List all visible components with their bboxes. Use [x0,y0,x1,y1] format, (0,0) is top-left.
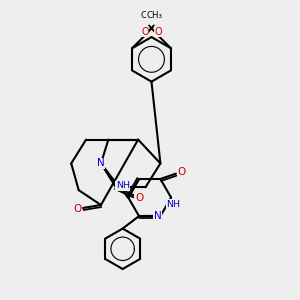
Text: O: O [135,193,143,202]
Text: N: N [154,211,161,221]
Text: NH: NH [167,200,181,208]
Text: O: O [141,27,149,37]
Text: O: O [177,167,185,177]
Text: O: O [74,204,82,214]
Text: CH₃: CH₃ [140,11,156,20]
Text: NH: NH [116,181,130,190]
Text: CH₃: CH₃ [147,11,163,20]
Text: N: N [97,158,105,168]
Text: O: O [154,27,162,37]
